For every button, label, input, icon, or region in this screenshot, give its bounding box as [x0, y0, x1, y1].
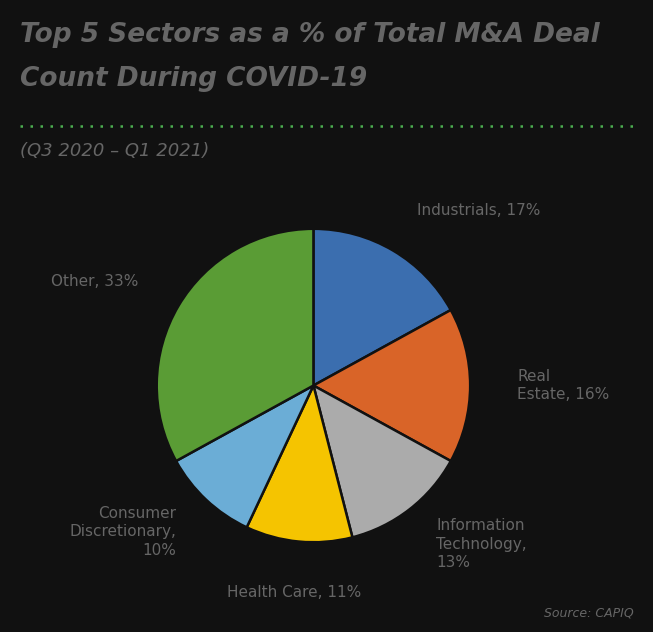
Text: Consumer
Discretionary,
10%: Consumer Discretionary, 10%	[69, 506, 176, 558]
Text: Top 5 Sectors as a % of Total M&A Deal: Top 5 Sectors as a % of Total M&A Deal	[20, 22, 599, 48]
Wedge shape	[313, 386, 451, 537]
Text: Source: CAPIQ: Source: CAPIQ	[544, 606, 633, 619]
Text: Information
Technology,
13%: Information Technology, 13%	[436, 518, 527, 570]
Wedge shape	[313, 229, 451, 386]
Text: Other, 33%: Other, 33%	[51, 274, 138, 289]
Text: Industrials, 17%: Industrials, 17%	[417, 203, 541, 217]
Wedge shape	[247, 386, 353, 542]
Wedge shape	[157, 229, 313, 461]
Text: Health Care, 11%: Health Care, 11%	[227, 585, 362, 600]
Text: Count During COVID-19: Count During COVID-19	[20, 66, 367, 92]
Text: (Q3 2020 – Q1 2021): (Q3 2020 – Q1 2021)	[20, 142, 209, 160]
Text: Real
Estate, 16%: Real Estate, 16%	[517, 368, 609, 403]
Wedge shape	[176, 386, 313, 527]
Wedge shape	[313, 310, 470, 461]
